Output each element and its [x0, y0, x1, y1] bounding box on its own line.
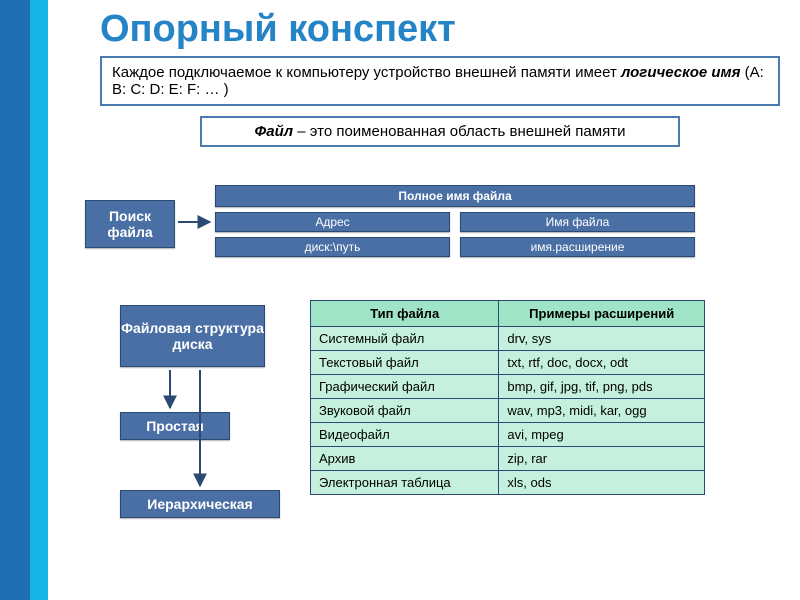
table-row: Электронная таблицаxls, ods	[311, 471, 705, 495]
node-filename: Имя файла	[460, 212, 695, 232]
table-cell: drv, sys	[499, 327, 705, 351]
def1-text-a: Каждое подключаемое к компьютеру устройс…	[112, 64, 621, 81]
table-cell: txt, rtf, doc, docx, odt	[499, 351, 705, 375]
table-row: Текстовый файлtxt, rtf, doc, docx, odt	[311, 351, 705, 375]
sidebar-dark	[0, 0, 30, 600]
table-header-type: Тип файла	[311, 301, 499, 327]
table-cell: Архив	[311, 447, 499, 471]
table-cell: Системный файл	[311, 327, 499, 351]
node-name-ext: имя.расширение	[460, 237, 695, 257]
table-cell: Текстовый файл	[311, 351, 499, 375]
def2-text-a: Файл	[255, 123, 294, 140]
table-cell: zip, rar	[499, 447, 705, 471]
def2-text-b: – это поименованная область внешней памя…	[293, 123, 625, 140]
table-row: Звуковой файлwav, mp3, midi, kar, ogg	[311, 399, 705, 423]
node-full-filename: Полное имя файла	[215, 185, 695, 207]
node-file-search: Поиск файла	[85, 200, 175, 248]
sidebar-light	[30, 0, 48, 600]
table-cell: Звуковой файл	[311, 399, 499, 423]
page-title: Опорный конспект	[100, 8, 800, 51]
file-types-table: Тип файла Примеры расширений Системный ф…	[310, 300, 705, 495]
table-cell: bmp, gif, jpg, tif, png, pds	[499, 375, 705, 399]
table-cell: xls, ods	[499, 471, 705, 495]
table-cell: Электронная таблица	[311, 471, 499, 495]
table-header-ext: Примеры расширений	[499, 301, 705, 327]
table-cell: Видеофайл	[311, 423, 499, 447]
table-row: Архивzip, rar	[311, 447, 705, 471]
node-file-structure: Файловая структура диска	[120, 305, 265, 367]
node-disk-path: диск:\путь	[215, 237, 450, 257]
definition-box-1: Каждое подключаемое к компьютеру устройс…	[100, 56, 780, 106]
table-row: Видеофайлavi, mpeg	[311, 423, 705, 447]
table-row: Системный файлdrv, sys	[311, 327, 705, 351]
table-row: Графический файлbmp, gif, jpg, tif, png,…	[311, 375, 705, 399]
node-hierarchical: Иерархическая	[120, 490, 280, 518]
table-cell: Графический файл	[311, 375, 499, 399]
def1-text-b: логическое имя	[621, 64, 740, 81]
table-cell: avi, mpeg	[499, 423, 705, 447]
table-cell: wav, mp3, midi, kar, ogg	[499, 399, 705, 423]
node-simple: Простая	[120, 412, 230, 440]
definition-box-2: Файл – это поименованная область внешней…	[200, 116, 680, 147]
node-address: Адрес	[215, 212, 450, 232]
